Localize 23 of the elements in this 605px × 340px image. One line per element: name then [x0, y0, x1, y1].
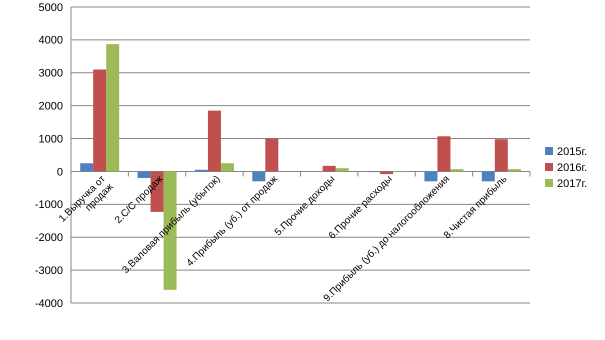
- bar: [437, 136, 450, 172]
- bar: [93, 69, 106, 172]
- bar: [494, 139, 508, 172]
- bar: [380, 171, 394, 174]
- bar: [220, 163, 234, 172]
- legend-label: 2016г.: [557, 162, 588, 174]
- y-tick-label: -4000: [34, 298, 63, 310]
- bar: [80, 163, 94, 172]
- legend-label: 2017г.: [557, 178, 588, 190]
- legend-label: 2015г.: [557, 146, 588, 158]
- y-tick-label: 4000: [38, 34, 63, 47]
- bar: [322, 166, 336, 172]
- bar: [265, 138, 278, 172]
- y-tick-label: 3000: [38, 68, 63, 80]
- y-tick-label: -3000: [34, 264, 63, 277]
- bar: [106, 44, 120, 172]
- y-tick-label: -2000: [34, 232, 63, 244]
- y-tick-label: 1000: [38, 133, 63, 146]
- y-tick-label: 2000: [38, 100, 63, 113]
- bar: [336, 168, 349, 172]
- y-tick-label: 0: [56, 166, 63, 178]
- bar: [208, 110, 221, 172]
- y-tick-label: 5000: [38, 2, 63, 14]
